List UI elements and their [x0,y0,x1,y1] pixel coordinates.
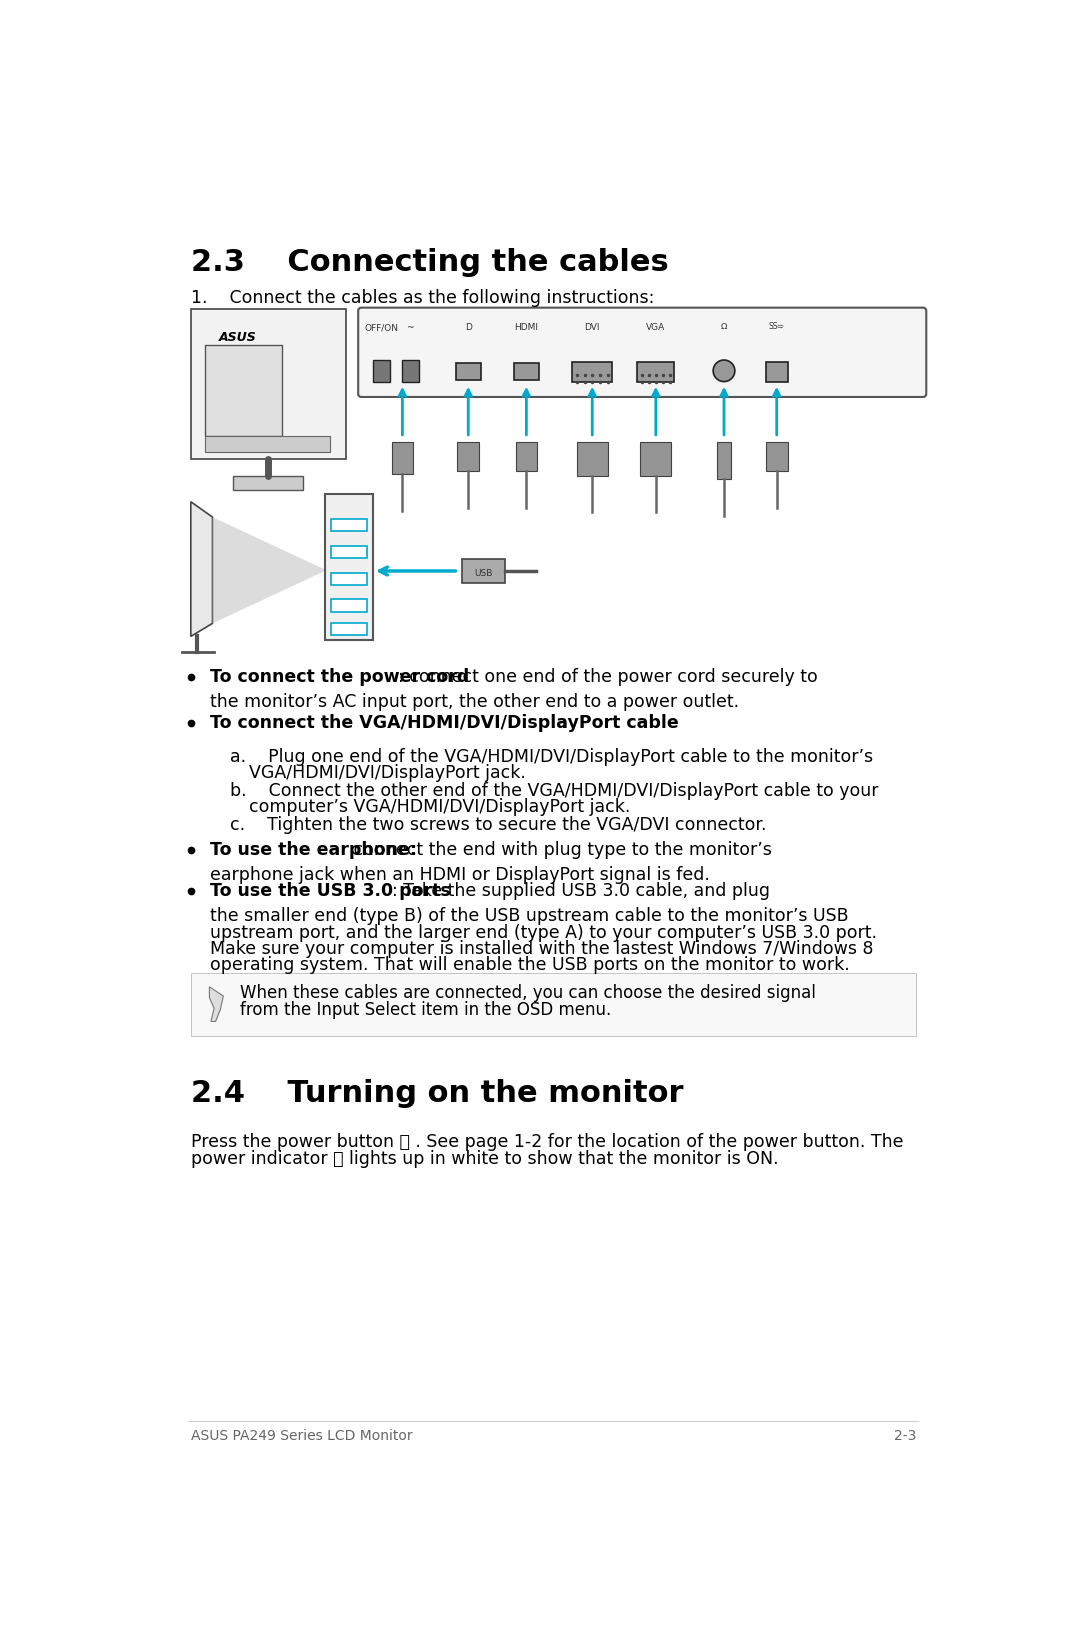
Bar [402,360,419,382]
FancyBboxPatch shape [359,308,927,397]
Text: VGA/HDMI/DVI/DisplayPort jack.: VGA/HDMI/DVI/DisplayPort jack. [248,765,526,783]
Bar [637,363,674,382]
Text: Make sure your computer is installed with the lastest Windows 7/Windows 8: Make sure your computer is installed wit… [211,940,874,958]
FancyArrowPatch shape [399,390,406,434]
Text: computer’s VGA/HDMI/DVI/DisplayPort jack.: computer’s VGA/HDMI/DVI/DisplayPort jack… [248,799,631,817]
Text: D: D [464,324,472,332]
Bar [458,441,480,470]
Text: earphone jack when an HDMI or DisplayPort signal is fed.: earphone jack when an HDMI or DisplayPor… [211,866,710,883]
Text: :: : [562,714,567,732]
Bar [456,363,481,381]
Text: 2-3: 2-3 [894,1429,916,1443]
Polygon shape [210,988,224,1022]
Bar [233,477,303,490]
Text: operating system. That will enable the USB ports on the monitor to work.: operating system. That will enable the U… [211,957,850,975]
Text: 2.3    Connecting the cables: 2.3 Connecting the cables [191,247,669,277]
Bar [373,360,390,382]
Text: USB: USB [474,569,492,579]
Text: power indicator ⏻ lights up in white to show that the monitor is ON.: power indicator ⏻ lights up in white to … [191,1150,779,1168]
Text: the monitor’s AC input port, the other end to a power outlet.: the monitor’s AC input port, the other e… [211,693,740,711]
Text: upstream port, and the larger end (type A) to your computer’s USB 3.0 port.: upstream port, and the larger end (type … [211,924,877,942]
Text: c.    Tighten the two screws to secure the VGA/DVI connector.: c. Tighten the two screws to secure the … [230,815,766,835]
Text: connect the end with plug type to the monitor’s: connect the end with plug type to the mo… [348,841,772,859]
FancyArrowPatch shape [652,390,659,434]
Text: To connect the VGA/HDMI/DVI/DisplayPort cable: To connect the VGA/HDMI/DVI/DisplayPort … [211,714,679,732]
Text: : connect one end of the power cord securely to: : connect one end of the power cord secu… [399,669,819,687]
Bar [332,519,367,530]
FancyArrowPatch shape [589,390,595,434]
Text: Ω: Ω [720,322,727,330]
Text: OFF/ON: OFF/ON [364,324,399,332]
Text: b.    Connect the other end of the VGA/HDMI/DVI/DisplayPort cable to your: b. Connect the other end of the VGA/HDMI… [230,783,878,800]
Bar [332,545,367,558]
Bar [515,441,537,470]
Text: To use the USB 3.0 ports: To use the USB 3.0 ports [211,882,451,900]
Bar [332,599,367,612]
Text: ASUS: ASUS [218,330,256,343]
Bar [572,363,612,382]
Bar [766,361,787,382]
FancyArrowPatch shape [464,390,472,434]
Text: 2.4    Turning on the monitor: 2.4 Turning on the monitor [191,1079,684,1108]
Text: ~: ~ [406,324,414,332]
Text: DVI: DVI [584,324,600,332]
Bar [514,363,539,381]
Circle shape [713,360,734,382]
Bar [332,573,367,584]
FancyArrowPatch shape [773,390,780,434]
Bar [205,345,282,436]
Bar [392,441,414,473]
Text: from the Input Select item in the OSD menu.: from the Input Select item in the OSD me… [240,1001,611,1019]
Text: HDMI: HDMI [514,324,538,332]
FancyArrowPatch shape [379,568,456,574]
Bar [191,309,346,459]
Bar [325,495,373,641]
Bar [717,441,731,478]
Text: SS⇨: SS⇨ [769,322,785,330]
Bar [332,623,367,635]
Text: To connect the power cord: To connect the power cord [211,669,470,687]
Polygon shape [213,517,326,623]
Text: the smaller end (type B) of the USB upstream cable to the monitor’s USB: the smaller end (type B) of the USB upst… [211,908,849,926]
Text: a.    Plug one end of the VGA/HDMI/DVI/DisplayPort cable to the monitor’s: a. Plug one end of the VGA/HDMI/DVI/Disp… [230,748,873,766]
Text: When these cables are connected, you can choose the desired signal: When these cables are connected, you can… [240,984,815,1002]
FancyArrowPatch shape [720,390,727,434]
Text: : Take the supplied USB 3.0 cable, and plug: : Take the supplied USB 3.0 cable, and p… [392,882,770,900]
Text: To use the earphone:: To use the earphone: [211,841,417,859]
Bar [462,558,504,584]
Text: ASUS PA249 Series LCD Monitor: ASUS PA249 Series LCD Monitor [191,1429,413,1443]
Bar [191,973,916,1036]
Bar [577,441,608,475]
Text: 1.    Connect the cables as the following instructions:: 1. Connect the cables as the following i… [191,290,654,308]
Bar [205,436,330,452]
Bar [640,441,672,475]
Bar [766,441,787,470]
Text: VGA: VGA [646,324,665,332]
FancyArrowPatch shape [523,390,529,434]
Text: Press the power button ⏻ . See page 1-2 for the location of the power button. Th: Press the power button ⏻ . See page 1-2 … [191,1132,903,1150]
Polygon shape [191,501,213,636]
